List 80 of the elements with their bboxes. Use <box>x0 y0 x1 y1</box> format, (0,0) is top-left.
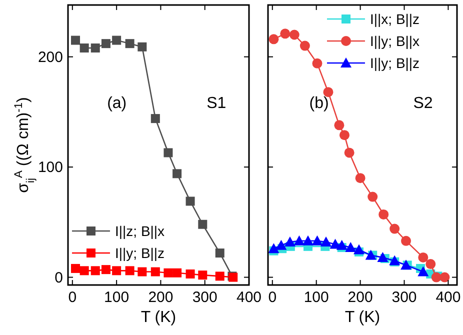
point <box>390 224 400 234</box>
point <box>80 266 89 276</box>
point <box>378 209 389 220</box>
x-tick-label: 300 <box>192 289 218 306</box>
point <box>345 242 356 252</box>
point <box>71 36 80 45</box>
point <box>344 148 354 158</box>
point <box>172 268 182 278</box>
y-tick-label: 100 <box>38 159 63 176</box>
point <box>125 39 134 48</box>
x-axis-title: T (K) <box>140 309 176 326</box>
point <box>138 267 147 276</box>
point <box>440 272 450 282</box>
annotation: (b) <box>309 95 329 112</box>
point <box>268 34 279 44</box>
annotation: S1 <box>206 95 226 112</box>
x-axis-title: T (K) <box>344 309 380 326</box>
x-tick-label: 100 <box>304 289 329 306</box>
point <box>150 267 160 276</box>
x-tick-label: 300 <box>392 289 417 306</box>
point <box>289 30 300 40</box>
point <box>71 264 80 273</box>
y-tick-label: 0 <box>54 269 63 286</box>
point <box>198 220 208 229</box>
point <box>377 252 388 262</box>
point <box>353 244 364 254</box>
x-tick-label: 400 <box>436 289 461 306</box>
point <box>300 40 310 51</box>
point <box>334 120 344 130</box>
point <box>112 266 122 276</box>
point <box>215 248 224 258</box>
point <box>284 236 296 247</box>
annotation: (a) <box>107 95 127 112</box>
point <box>355 173 366 184</box>
annotation: S2 <box>413 95 433 112</box>
point <box>101 265 110 274</box>
point <box>294 235 305 246</box>
point <box>90 43 100 52</box>
legend-label: I||y; B||x <box>370 33 420 49</box>
legend-label: I||z; B||x <box>115 223 165 239</box>
point <box>418 252 428 262</box>
point <box>112 36 122 45</box>
point <box>90 266 100 276</box>
point <box>172 169 182 178</box>
point <box>164 268 173 278</box>
x-tick-label: 200 <box>148 289 174 306</box>
point <box>312 58 322 68</box>
x-tick-label: 400 <box>236 289 262 306</box>
point <box>150 114 160 124</box>
point <box>320 236 332 247</box>
point <box>401 236 412 246</box>
legend-label: I||x; B||z <box>370 11 420 27</box>
point <box>186 196 195 206</box>
point <box>302 235 314 246</box>
point <box>101 39 110 48</box>
point <box>80 43 89 52</box>
point <box>426 259 436 270</box>
point <box>280 28 290 39</box>
point <box>368 192 378 202</box>
x-tick-label: 200 <box>348 289 373 306</box>
point <box>198 270 208 280</box>
point <box>138 42 147 52</box>
x-tick-label: 0 <box>68 289 77 306</box>
x-tick-label: 100 <box>104 289 130 306</box>
point <box>125 266 134 276</box>
x-tick-label: 0 <box>268 289 277 306</box>
point <box>164 148 173 158</box>
point <box>323 87 334 98</box>
point <box>215 272 224 281</box>
point <box>186 269 195 278</box>
legend-label: I||y; B||z <box>370 55 420 71</box>
point <box>339 130 350 140</box>
point <box>336 240 348 250</box>
point <box>268 243 280 254</box>
point <box>365 250 376 260</box>
point <box>312 235 323 246</box>
point <box>276 240 287 250</box>
y-tick-label: 200 <box>38 48 63 66</box>
point <box>418 266 429 276</box>
legend-label: I||y; B||z <box>115 245 165 261</box>
